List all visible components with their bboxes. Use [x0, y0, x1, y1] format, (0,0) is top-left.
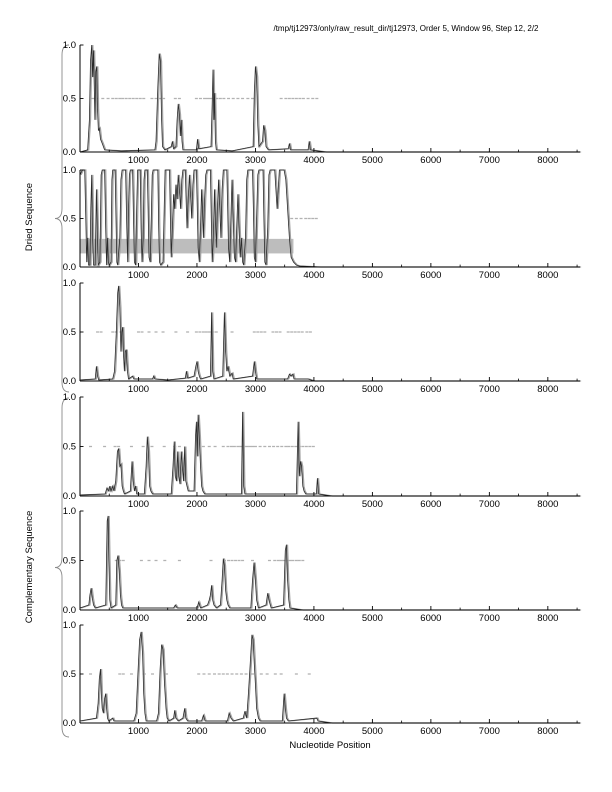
brace-dried-sequence [54, 44, 70, 393]
x-tick-label: 3000 [245, 384, 266, 395]
x-tick-label: 7000 [479, 726, 500, 737]
x-tick-label: 5000 [362, 384, 383, 395]
y-tick-label: 0.0 [63, 147, 76, 158]
y-tick-label: 1.0 [63, 506, 76, 517]
y-tick-label: 1.0 [63, 620, 76, 631]
trace [79, 515, 580, 611]
x-tick-label: 5000 [362, 270, 383, 281]
x-tick-label: 5000 [362, 499, 383, 510]
x-tick-label: 2000 [186, 270, 207, 281]
x-tick-label: 2000 [186, 499, 207, 510]
x-tick-label: 7000 [479, 270, 500, 281]
panel-complementary-1: 1000 2000 3000 4000 5000 6000 7000 8000 0.0 0.5 1.… [63, 392, 582, 510]
x-tick-label: 1000 [128, 384, 149, 395]
x-tick-label: 8000 [537, 384, 558, 395]
trace-shadow [80, 631, 582, 724]
y-tick-label: 0.5 [63, 327, 76, 338]
y-tick-label: 0.5 [63, 94, 76, 105]
x-axis-label: Nucleotide Position [289, 740, 371, 751]
x-tick-label: 6000 [420, 384, 441, 395]
y-tick-label: 0.0 [63, 491, 76, 502]
trace-shadow [80, 169, 582, 268]
x-tick-label: 6000 [420, 155, 441, 166]
figure-title: /tmp/tj12973/only/raw_result_dir/tj12973… [273, 24, 539, 33]
panel-dried-3: 1000 2000 3000 4000 5000 6000 7000 8000 0.0 0.5 1.… [63, 278, 582, 395]
x-tick-label: 7000 [479, 613, 500, 624]
y-tick-label: 0.0 [63, 718, 76, 729]
x-tick-label: 6000 [420, 726, 441, 737]
y-tick-label: 0.5 [63, 442, 76, 453]
x-tick-label: 4000 [303, 384, 324, 395]
trace [79, 44, 580, 153]
x-tick-label: 4000 [303, 613, 324, 624]
brace-complementary-sequence [54, 397, 70, 738]
trace [79, 631, 580, 724]
trace [79, 169, 580, 268]
trace [79, 411, 580, 497]
trace-shadow [81, 411, 582, 497]
x-tick-label: 3000 [245, 270, 266, 281]
panel-dried-1: 1000 2000 3000 4000 5000 6000 7000 8000 0.0 0.5 1.… [63, 40, 582, 166]
x-tick-label: 8000 [537, 613, 558, 624]
panel-dried-2: 1000 2000 3000 4000 5000 6000 7000 8000 0.0 0.5 1.… [63, 165, 582, 281]
x-tick-label: 3000 [245, 155, 266, 166]
x-tick-label: 6000 [420, 270, 441, 281]
x-tick-label: 1000 [128, 613, 149, 624]
x-tick-label: 6000 [420, 499, 441, 510]
x-tick-label: 2000 [186, 613, 207, 624]
y-tick-label: 0.5 [63, 214, 76, 225]
y-tick-label: 1.0 [63, 165, 76, 176]
x-tick-label: 8000 [537, 499, 558, 510]
x-tick-label: 7000 [479, 384, 500, 395]
panel-complementary-2: 1000 2000 3000 4000 5000 6000 7000 8000 0.0 0.5 1.… [63, 506, 582, 624]
y-tick-label: 1.0 [63, 40, 76, 51]
y-tick-label: 0.5 [63, 556, 76, 567]
x-tick-label: 1000 [128, 499, 149, 510]
panel-complementary-3: 1000 2000 3000 4000 5000 6000 7000 8000 0.0 0.5 1.… [63, 620, 582, 737]
trace [79, 285, 580, 382]
x-tick-label: 8000 [537, 270, 558, 281]
y-tick-label: 1.0 [63, 278, 76, 289]
x-tick-label: 1000 [128, 270, 149, 281]
y-tick-label: 0.5 [63, 669, 76, 680]
y-tick-label: 0.0 [63, 605, 76, 616]
trace-shadow [81, 285, 582, 382]
x-tick-label: 2000 [186, 155, 207, 166]
trace-shadow [80, 515, 582, 611]
x-tick-label: 6000 [420, 613, 441, 624]
y-tick-label: 0.0 [63, 262, 76, 273]
group-braces [54, 44, 70, 738]
x-tick-label: 4000 [303, 726, 324, 737]
x-tick-label: 4000 [303, 499, 324, 510]
x-tick-label: 8000 [537, 726, 558, 737]
x-tick-label: 3000 [245, 726, 266, 737]
x-tick-label: 7000 [479, 155, 500, 166]
x-tick-label: 3000 [245, 499, 266, 510]
x-tick-label: 3000 [245, 613, 266, 624]
x-tick-label: 5000 [362, 726, 383, 737]
x-tick-label: 8000 [537, 155, 558, 166]
x-tick-label: 7000 [479, 499, 500, 510]
y-tick-label: 0.0 [63, 376, 76, 387]
x-tick-label: 1000 [128, 155, 149, 166]
x-tick-label: 4000 [303, 270, 324, 281]
x-tick-label: 5000 [362, 155, 383, 166]
x-tick-label: 2000 [186, 384, 207, 395]
x-tick-label: 2000 [186, 726, 207, 737]
x-tick-label: 4000 [303, 155, 324, 166]
x-tick-label: 5000 [362, 613, 383, 624]
x-tick-label: 1000 [128, 726, 149, 737]
trace-shadow [80, 44, 582, 153]
y-tick-label: 1.0 [63, 392, 76, 403]
